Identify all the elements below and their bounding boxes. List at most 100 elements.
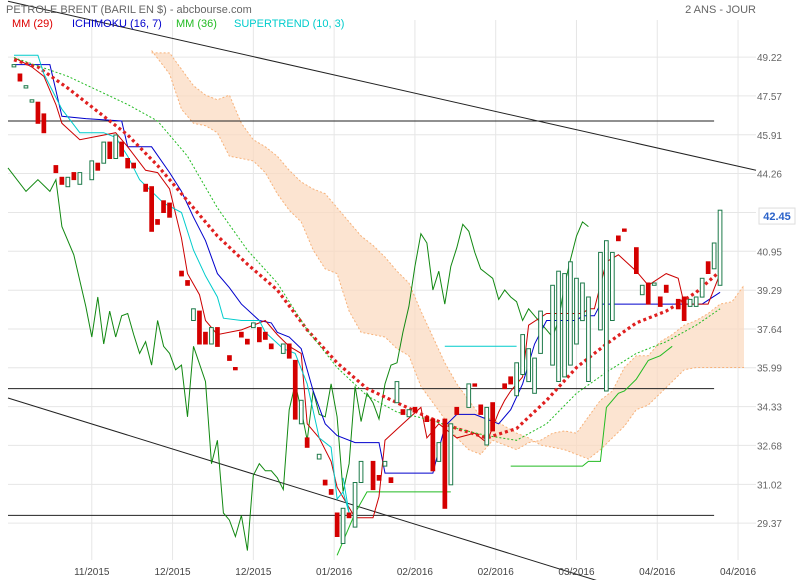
candle-body [574, 277, 579, 345]
trendline [7, 0, 757, 171]
candle [657, 296, 663, 307]
candle-body [598, 251, 603, 331]
candle-body [334, 512, 340, 537]
candle-body [478, 404, 484, 415]
candle-body [59, 176, 65, 185]
candle [280, 343, 286, 354]
candle [155, 219, 160, 225]
candle [239, 331, 244, 338]
x-tick-label: 02/2016 [478, 567, 515, 578]
x-tick-label: 12/2015 [235, 567, 272, 578]
candle [185, 280, 190, 286]
candle-body [251, 322, 256, 329]
candle-body [394, 381, 400, 404]
candle [508, 376, 513, 385]
candle [556, 270, 561, 383]
candle-body [634, 247, 639, 274]
candle-body [298, 399, 304, 425]
candle [442, 418, 448, 509]
candle [532, 357, 537, 394]
candle [101, 141, 107, 164]
candle-body [95, 162, 101, 171]
candle [131, 162, 137, 169]
candle [35, 101, 41, 124]
candle [705, 261, 711, 274]
y-tick-label: 29.37 [757, 519, 782, 530]
candle-body [167, 202, 172, 218]
candle-body [412, 406, 418, 413]
y-tick-label: 49.22 [757, 53, 782, 64]
candle [622, 228, 627, 232]
candle-body [340, 507, 346, 544]
candle [412, 406, 418, 413]
candle-body [466, 383, 472, 408]
candle [502, 383, 507, 390]
candle [717, 209, 723, 286]
candle-body [675, 298, 681, 310]
candle [322, 479, 328, 486]
candle-body [424, 416, 430, 422]
candle-body [442, 418, 448, 509]
candle [568, 261, 573, 366]
candle-body [699, 277, 705, 298]
candle [693, 296, 699, 307]
candle [639, 284, 645, 296]
candle [17, 73, 23, 82]
candlesticks [11, 64, 723, 544]
candle-body [292, 359, 298, 420]
candle [406, 409, 412, 418]
candle [370, 460, 376, 491]
series-line-0 [13, 58, 722, 440]
candle [245, 338, 250, 345]
candle [95, 162, 101, 171]
candle-body [538, 310, 543, 354]
candle-body [622, 228, 627, 232]
candle-body [400, 409, 406, 415]
candle [143, 183, 149, 192]
x-tick-label: 01/2016 [316, 567, 353, 578]
x-tick-label: 04/2016 [720, 567, 757, 578]
candle [574, 277, 579, 345]
grid [8, 20, 756, 560]
candle-body [484, 406, 490, 446]
candle-body [448, 423, 454, 486]
candle [526, 348, 531, 383]
y-tick-label: 37.64 [757, 325, 782, 336]
axes: 49.22 47.57 45.91 44.26 40.95 39.29 37.64 35.99… [74, 53, 796, 578]
candle-body [508, 376, 513, 385]
candle [651, 282, 657, 286]
candle-body [65, 176, 71, 188]
candle-body [17, 73, 23, 82]
candle [41, 113, 47, 134]
candle-body [328, 489, 334, 495]
candle [113, 134, 119, 159]
candle [538, 310, 543, 354]
chart-period: 2 ANS - JOUR [685, 4, 756, 16]
candle [340, 507, 346, 544]
candle [77, 172, 83, 185]
candle [59, 176, 65, 185]
candle [304, 437, 310, 448]
candle [358, 460, 364, 483]
candle [89, 160, 95, 181]
y-tick-label: 34.33 [757, 403, 782, 414]
candle [298, 399, 304, 425]
candle [634, 247, 639, 274]
candle-body [239, 331, 244, 338]
candle-body [227, 355, 232, 361]
chart-title: PETROLE BRENT (BARIL EN $) - abcbourse.c… [6, 4, 252, 16]
candle [394, 381, 400, 404]
candle-body [191, 308, 196, 321]
candle-body [687, 298, 693, 307]
candle-body [532, 357, 537, 394]
candle-body [705, 261, 711, 274]
x-tick-label: 04/2016 [639, 567, 676, 578]
candle [490, 402, 495, 432]
candle-body [41, 113, 47, 134]
x-tick-label: 03/2016 [558, 567, 595, 578]
candle-body [352, 482, 358, 528]
candle-body [376, 475, 382, 481]
candle-body [143, 183, 149, 192]
candle-body [155, 219, 160, 225]
